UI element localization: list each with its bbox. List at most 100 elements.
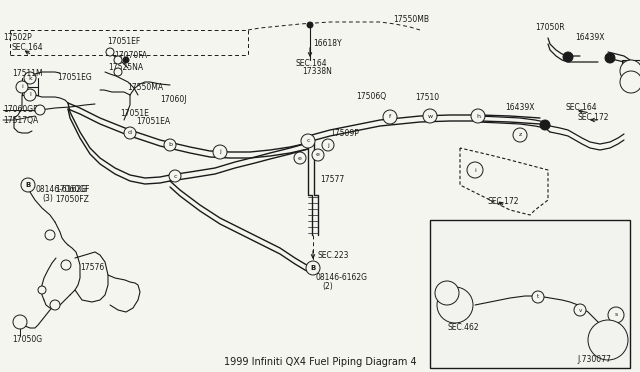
Text: 17502P: 17502P xyxy=(3,33,32,42)
Text: SEC.164: SEC.164 xyxy=(296,58,328,67)
Text: SEC.462: SEC.462 xyxy=(448,324,479,333)
Text: 17576: 17576 xyxy=(80,263,104,273)
Circle shape xyxy=(620,71,640,93)
Text: s: s xyxy=(614,312,618,317)
Text: SEC.164: SEC.164 xyxy=(565,103,596,112)
Text: 17051EF: 17051EF xyxy=(107,38,140,46)
Text: f: f xyxy=(389,115,391,119)
Text: j: j xyxy=(219,150,221,154)
Text: B: B xyxy=(26,182,31,188)
Circle shape xyxy=(38,286,46,294)
Circle shape xyxy=(169,170,181,182)
Circle shape xyxy=(114,56,122,64)
Circle shape xyxy=(423,109,437,123)
Circle shape xyxy=(61,260,71,270)
Circle shape xyxy=(467,162,483,178)
Circle shape xyxy=(24,89,36,101)
Text: SEC.172: SEC.172 xyxy=(578,113,609,122)
Text: 17070FA: 17070FA xyxy=(114,51,147,60)
Text: 08146-6162G: 08146-6162G xyxy=(316,273,368,282)
Circle shape xyxy=(13,315,27,329)
Circle shape xyxy=(35,105,45,115)
Text: 1999 Infiniti QX4 Fuel Piping Diagram 4: 1999 Infiniti QX4 Fuel Piping Diagram 4 xyxy=(224,357,416,367)
Circle shape xyxy=(294,152,306,164)
Text: SEC.172: SEC.172 xyxy=(488,198,520,206)
Circle shape xyxy=(588,320,628,360)
Text: 17050R: 17050R xyxy=(535,23,564,32)
Text: 17525NA: 17525NA xyxy=(108,62,143,71)
Circle shape xyxy=(383,110,397,124)
Text: v: v xyxy=(579,308,582,312)
Circle shape xyxy=(563,52,573,62)
Circle shape xyxy=(45,230,55,240)
Circle shape xyxy=(306,261,320,275)
Text: c: c xyxy=(173,173,177,179)
Text: (3): (3) xyxy=(42,193,53,202)
Text: 17050G: 17050G xyxy=(12,336,42,344)
Circle shape xyxy=(16,81,28,93)
Text: 17506Q: 17506Q xyxy=(356,93,386,102)
Circle shape xyxy=(50,300,60,310)
Circle shape xyxy=(24,72,36,84)
Circle shape xyxy=(437,287,473,323)
Text: SEC.223: SEC.223 xyxy=(318,250,349,260)
Circle shape xyxy=(106,48,114,56)
Text: 17051EG: 17051EG xyxy=(57,74,92,83)
Bar xyxy=(622,60,640,82)
Text: 17517QA: 17517QA xyxy=(3,115,38,125)
Text: i: i xyxy=(474,167,476,173)
Circle shape xyxy=(312,149,324,161)
Text: d: d xyxy=(128,131,132,135)
Circle shape xyxy=(307,22,313,28)
Text: 17550MB: 17550MB xyxy=(393,16,429,25)
Text: B: B xyxy=(310,265,316,271)
Text: 17060GF: 17060GF xyxy=(3,106,38,115)
Circle shape xyxy=(471,109,485,123)
Circle shape xyxy=(114,68,122,76)
Text: 17060J: 17060J xyxy=(160,96,186,105)
Circle shape xyxy=(213,145,227,159)
Text: 16618Y: 16618Y xyxy=(313,38,342,48)
Text: e: e xyxy=(298,155,302,160)
Text: t: t xyxy=(537,295,539,299)
Text: l: l xyxy=(29,93,31,97)
Text: 17060GF: 17060GF xyxy=(55,186,90,195)
Text: SEC.164: SEC.164 xyxy=(11,42,43,51)
Text: j: j xyxy=(327,142,329,148)
Text: k: k xyxy=(28,76,32,80)
Circle shape xyxy=(21,178,35,192)
Circle shape xyxy=(322,139,334,151)
Text: 17051E: 17051E xyxy=(120,109,149,118)
Text: 16439X: 16439X xyxy=(575,33,605,42)
Text: 17338N: 17338N xyxy=(302,67,332,76)
Circle shape xyxy=(513,128,527,142)
Bar xyxy=(430,220,630,368)
Text: e: e xyxy=(316,153,320,157)
Circle shape xyxy=(164,139,176,151)
Circle shape xyxy=(301,134,315,148)
Text: w: w xyxy=(428,113,433,119)
Circle shape xyxy=(608,307,624,323)
Text: 08146-6162G: 08146-6162G xyxy=(35,186,87,195)
Circle shape xyxy=(435,281,459,305)
Text: h: h xyxy=(476,113,480,119)
Text: 17509P: 17509P xyxy=(330,128,359,138)
Text: 17510: 17510 xyxy=(415,93,439,102)
Text: 16439X: 16439X xyxy=(505,103,534,112)
Text: c: c xyxy=(307,138,310,144)
Text: z: z xyxy=(518,132,522,138)
Text: J.730077: J.730077 xyxy=(577,356,611,365)
Circle shape xyxy=(540,120,550,130)
Circle shape xyxy=(620,60,640,82)
Text: 17577: 17577 xyxy=(320,176,344,185)
Circle shape xyxy=(123,57,129,63)
Text: i: i xyxy=(21,84,23,90)
Text: (2): (2) xyxy=(322,282,333,291)
Circle shape xyxy=(574,304,586,316)
Text: 17050FZ: 17050FZ xyxy=(55,196,89,205)
Text: b: b xyxy=(168,142,172,148)
Text: 17511M: 17511M xyxy=(12,68,43,77)
Circle shape xyxy=(532,291,544,303)
Circle shape xyxy=(124,127,136,139)
Circle shape xyxy=(605,53,615,63)
